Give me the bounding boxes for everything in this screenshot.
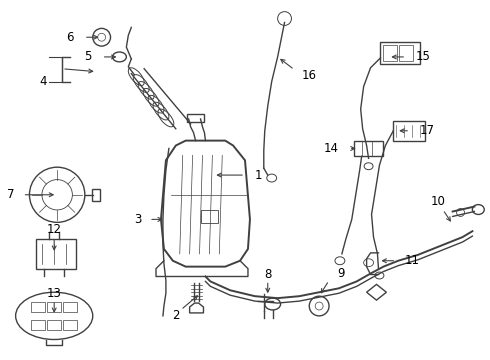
Text: 12: 12 xyxy=(47,223,62,236)
Text: 5: 5 xyxy=(84,50,92,63)
Text: 10: 10 xyxy=(430,195,445,208)
Bar xyxy=(47,320,61,330)
Text: 16: 16 xyxy=(301,69,317,82)
Bar xyxy=(92,189,99,201)
Bar xyxy=(200,210,219,223)
Bar xyxy=(399,45,413,61)
Text: 3: 3 xyxy=(134,213,141,226)
Bar xyxy=(383,45,397,61)
Text: 15: 15 xyxy=(416,50,431,63)
Bar xyxy=(63,302,77,312)
Bar xyxy=(31,320,45,330)
Bar xyxy=(380,42,420,64)
Text: 1: 1 xyxy=(255,168,262,181)
Text: 6: 6 xyxy=(67,31,74,44)
Text: 14: 14 xyxy=(324,142,339,155)
Bar xyxy=(393,121,425,141)
Text: 11: 11 xyxy=(404,254,419,267)
Text: 9: 9 xyxy=(337,267,344,280)
Text: 13: 13 xyxy=(47,287,62,300)
Bar xyxy=(36,239,76,269)
Text: 7: 7 xyxy=(7,188,15,201)
Text: 8: 8 xyxy=(264,268,271,281)
Bar xyxy=(187,114,204,122)
Text: 2: 2 xyxy=(172,309,179,322)
Text: 17: 17 xyxy=(420,124,435,137)
Text: 4: 4 xyxy=(40,75,47,88)
Bar xyxy=(47,302,61,312)
Bar xyxy=(63,320,77,330)
Bar xyxy=(31,302,45,312)
Bar xyxy=(354,141,383,156)
